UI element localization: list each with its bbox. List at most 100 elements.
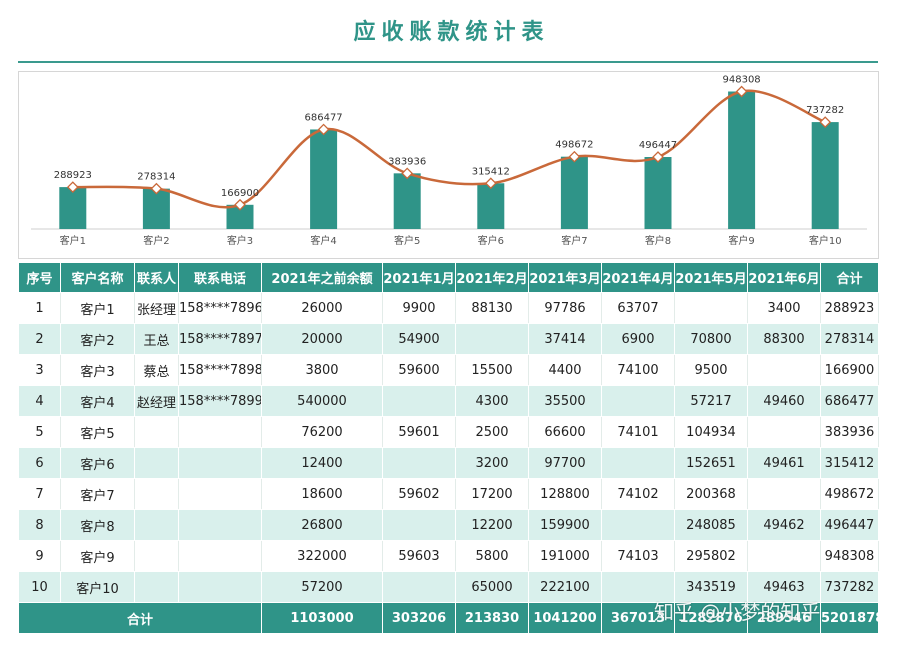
watermark: 知乎 @小梦的知乎 bbox=[654, 600, 821, 624]
chart-container: 288923 278314 166900 686477 383936 315412 4986… bbox=[18, 71, 879, 259]
table-cell: 26000 bbox=[261, 292, 383, 324]
data-label: 166900 bbox=[221, 188, 259, 199]
table-cell: 49463 bbox=[747, 571, 821, 603]
receivables-chart: 288923 278314 166900 686477 383936 315412 4986… bbox=[31, 74, 867, 247]
line-point bbox=[234, 198, 246, 211]
table-cell: 客户1 bbox=[60, 292, 135, 324]
table-cell bbox=[134, 447, 179, 479]
table-cell: 191000 bbox=[528, 540, 602, 572]
series-line bbox=[72, 89, 826, 209]
table-cell bbox=[747, 354, 821, 386]
data-label: 948308 bbox=[723, 74, 761, 85]
table-cell: 客户3 bbox=[60, 354, 135, 386]
data-label: 498672 bbox=[555, 140, 593, 151]
table-cell bbox=[382, 447, 456, 479]
table-cell bbox=[178, 416, 262, 448]
x-tick-label: 客户8 bbox=[645, 234, 671, 247]
total-cell: 1103000 bbox=[261, 602, 383, 634]
table-cell: 49462 bbox=[747, 509, 821, 541]
bar bbox=[811, 122, 839, 229]
table-cell: 1 bbox=[18, 292, 61, 324]
table-cell: 张经理 bbox=[134, 292, 179, 324]
data-label: 737282 bbox=[806, 105, 844, 116]
table-cell: 3400 bbox=[747, 292, 821, 324]
table-cell: 57217 bbox=[674, 385, 748, 417]
total-cell: 303206 bbox=[382, 602, 456, 634]
table-cell: 5 bbox=[18, 416, 61, 448]
table-cell bbox=[382, 571, 456, 603]
table-cell bbox=[601, 447, 675, 479]
table-cell: 383936 bbox=[820, 416, 879, 448]
table-cell: 315412 bbox=[820, 447, 879, 479]
table-cell: 57200 bbox=[261, 571, 383, 603]
table-cell: 74101 bbox=[601, 416, 675, 448]
table-cell: 88300 bbox=[747, 323, 821, 355]
table-cell bbox=[747, 416, 821, 448]
table-cell: 737282 bbox=[820, 571, 879, 603]
table-cell: 赵经理 bbox=[134, 385, 179, 417]
table-cell: 2500 bbox=[455, 416, 529, 448]
line-point bbox=[150, 182, 163, 195]
table-cell bbox=[178, 509, 262, 541]
table-cell bbox=[134, 416, 179, 448]
table-cell: 66600 bbox=[528, 416, 602, 448]
table-cell: 948308 bbox=[820, 540, 879, 572]
table-cell bbox=[178, 447, 262, 479]
line-point bbox=[317, 123, 330, 136]
column-header: 联系电话 bbox=[178, 262, 262, 293]
table-cell bbox=[134, 540, 179, 572]
table-cell: 35500 bbox=[528, 385, 602, 417]
page-title: 应收账款统计表 bbox=[353, 20, 550, 45]
table-cell: 278314 bbox=[820, 323, 879, 355]
line-point bbox=[735, 85, 748, 98]
table-cell bbox=[382, 509, 456, 541]
table-cell: 59601 bbox=[382, 416, 456, 448]
table-cell: 客户4 bbox=[60, 385, 135, 417]
table-cell: 客户8 bbox=[60, 509, 135, 541]
table-cell: 49460 bbox=[747, 385, 821, 417]
table-cell bbox=[747, 478, 821, 510]
x-tick-label: 客户9 bbox=[728, 234, 754, 247]
table-cell: 76200 bbox=[261, 416, 383, 448]
table-cell: 客户7 bbox=[60, 478, 135, 510]
total-cell: 5201878 bbox=[820, 602, 879, 634]
table-cell: 200368 bbox=[674, 478, 748, 510]
table-cell: 104934 bbox=[674, 416, 748, 448]
table-cell: 158****7896 bbox=[178, 292, 262, 324]
table-cell bbox=[382, 385, 456, 417]
table-cell: 9500 bbox=[674, 354, 748, 386]
table-cell: 166900 bbox=[820, 354, 879, 386]
table-cell: 4 bbox=[18, 385, 61, 417]
column-header: 合计 bbox=[820, 262, 879, 293]
table-cell: 5800 bbox=[455, 540, 529, 572]
total-cell: 289546 bbox=[747, 602, 821, 634]
table-cell: 498672 bbox=[820, 478, 879, 510]
data-label: 288923 bbox=[54, 170, 92, 181]
x-tick-label: 客户7 bbox=[561, 234, 587, 247]
table-cell bbox=[455, 323, 529, 355]
column-header: 2021年6月 bbox=[747, 262, 821, 293]
column-header: 序号 bbox=[18, 262, 61, 293]
line-point bbox=[401, 167, 414, 180]
column-header: 联系人 bbox=[134, 262, 179, 293]
table-cell: 540000 bbox=[261, 385, 383, 417]
column-header: 2021年2月 bbox=[455, 262, 529, 293]
table-cell: 59600 bbox=[382, 354, 456, 386]
table-cell: 59602 bbox=[382, 478, 456, 510]
table-cell: 74103 bbox=[601, 540, 675, 572]
data-label: 278314 bbox=[137, 172, 175, 183]
total-row: 合计 1103000 303206 213830 1041200 367013 128287… bbox=[18, 602, 879, 634]
table-cell: 12400 bbox=[261, 447, 383, 479]
table-cell bbox=[178, 571, 262, 603]
data-label: 496447 bbox=[639, 140, 677, 151]
table-cell: 18600 bbox=[261, 478, 383, 510]
table-cell: 26800 bbox=[261, 509, 383, 541]
bar bbox=[644, 157, 672, 229]
column-header: 2021年3月 bbox=[528, 262, 602, 293]
table-cell: 152651 bbox=[674, 447, 748, 479]
total-cell: 1282876 bbox=[674, 602, 748, 634]
bar bbox=[59, 187, 87, 229]
table-cell bbox=[674, 292, 748, 324]
line-point bbox=[484, 177, 497, 190]
line-point bbox=[568, 150, 581, 163]
